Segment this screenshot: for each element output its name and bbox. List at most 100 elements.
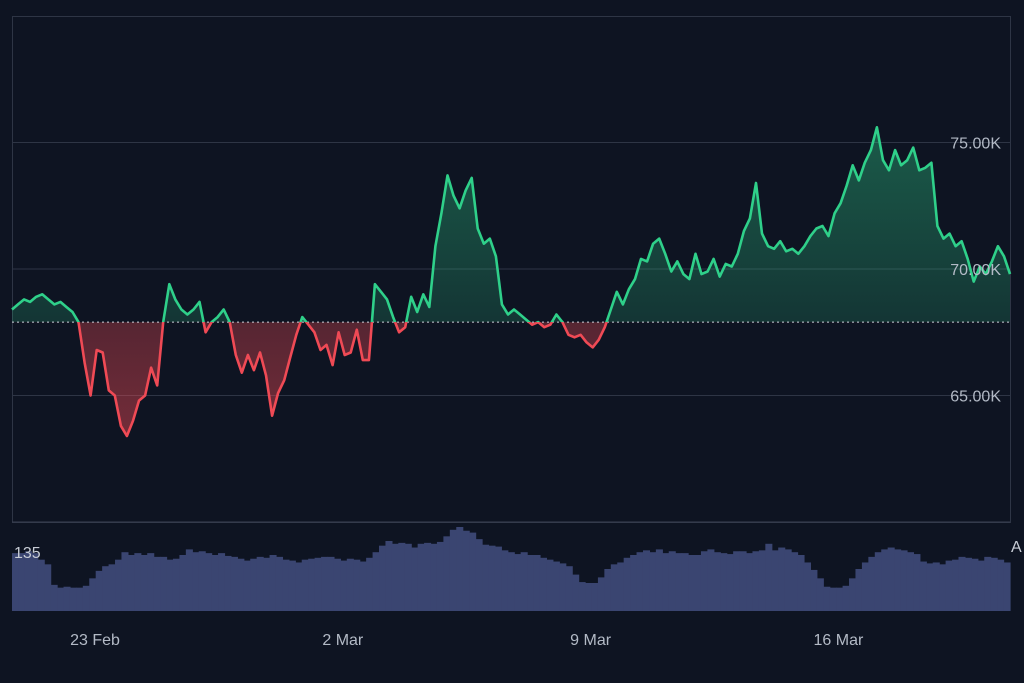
volume-bar (69, 587, 77, 611)
x-tick-label: 23 Feb (70, 632, 120, 649)
volume-bar (147, 553, 155, 611)
volume-bar (385, 541, 393, 611)
volume-bar (462, 530, 470, 611)
volume-bar (166, 559, 174, 611)
volume-bar (964, 557, 972, 611)
volume-bar (662, 553, 670, 611)
volume-bar (810, 569, 818, 611)
volume-bar (372, 552, 380, 611)
volume-bar (243, 560, 251, 611)
volume-bar (900, 550, 908, 611)
volume-bar (179, 555, 187, 611)
volume-bar (984, 556, 992, 611)
volume-bar (269, 555, 277, 611)
volume-bar (443, 536, 451, 611)
volume-bar (919, 561, 927, 611)
volume-bar (24, 551, 32, 611)
volume-bar (379, 545, 387, 611)
volume-bar (340, 560, 348, 611)
volume-bar (791, 552, 799, 611)
volume-bar (250, 558, 258, 611)
volume-bar (784, 549, 792, 611)
volume-bar (224, 555, 232, 611)
volume-bar (746, 553, 754, 611)
volume-bar (726, 554, 734, 611)
volume-bar (887, 547, 895, 611)
volume-bar (424, 542, 432, 611)
volume-bar (739, 551, 747, 611)
volume-bar (63, 586, 71, 611)
volume-bar (475, 539, 483, 611)
volume-bar (758, 550, 766, 611)
volume-bar (237, 558, 245, 611)
volume-bar (89, 578, 97, 611)
volume-bar (752, 551, 760, 611)
volume-bar (282, 559, 290, 611)
volume-bar (488, 545, 496, 611)
volume-bar (655, 549, 663, 611)
volume-bar (688, 555, 696, 611)
volume-bar (366, 557, 374, 611)
volume-bar (115, 559, 123, 611)
volume-bar (681, 553, 689, 611)
volume-bar (12, 553, 20, 611)
volume-bar (823, 586, 831, 611)
volume-bar (952, 559, 960, 611)
volume-bar (482, 544, 490, 611)
volume-bar (501, 550, 509, 611)
volume-bar (861, 562, 869, 611)
volume-bar (359, 561, 367, 611)
volume-bar (855, 569, 863, 611)
volume-bar (469, 532, 477, 611)
volume-bar (391, 543, 399, 611)
volume-bar (256, 556, 264, 611)
volume-bar (398, 542, 406, 611)
volume-bar (591, 583, 599, 611)
volume-bar (153, 556, 161, 611)
volume-bar (849, 578, 857, 611)
volume-bar (494, 546, 502, 611)
volume-bar (713, 552, 721, 611)
volume-scale-label: 135 (14, 545, 41, 562)
volume-bar (160, 556, 168, 611)
volume-bar (610, 564, 618, 611)
volume-bar (623, 557, 631, 611)
volume-bar (572, 574, 580, 611)
volume-bar (353, 559, 361, 611)
x-tick-label: 16 Mar (814, 632, 864, 649)
volume-bar (977, 560, 985, 611)
volume-bar (585, 583, 593, 611)
volume-bar (288, 560, 296, 611)
volume-bar (308, 558, 316, 611)
volume-bar (694, 555, 702, 611)
volume-bar (417, 543, 425, 611)
volume-bar (836, 587, 844, 611)
volume-bar (842, 585, 850, 611)
volume-bar (127, 555, 135, 611)
volume-bar (82, 585, 90, 611)
volume-bar (121, 552, 129, 611)
volume-bar (533, 555, 541, 611)
volume-bar (926, 563, 934, 611)
volume-bar (675, 553, 683, 611)
volume-bar (539, 557, 548, 611)
volume-bar (430, 543, 438, 611)
volume-bar (18, 553, 26, 611)
volume-bar (617, 562, 625, 611)
volume-bar (218, 553, 226, 611)
y-tick-label: 75.00K (950, 136, 1001, 153)
y-tick-label: 65.00K (950, 389, 1001, 406)
volume-bar (134, 553, 142, 611)
volume-bar (578, 582, 586, 611)
volume-bar (57, 587, 65, 611)
volume-bar (198, 551, 206, 611)
volume-bar (321, 556, 329, 611)
volume-bar (108, 564, 116, 611)
volume-bar (76, 587, 84, 611)
volume-bar (456, 527, 464, 611)
volume-bar (559, 563, 567, 611)
volume-bar (205, 553, 213, 611)
volume-bar (527, 555, 535, 611)
